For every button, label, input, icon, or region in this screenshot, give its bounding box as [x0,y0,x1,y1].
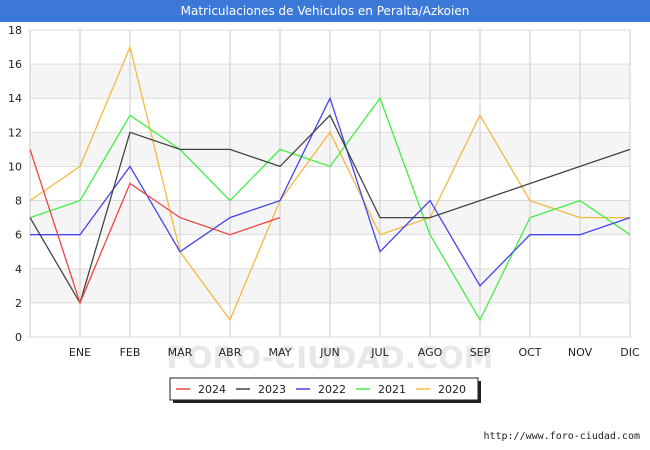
x-tick-jul: JUL [370,346,389,359]
series-line-2024 [29,149,281,305]
series-lines [29,45,631,322]
x-tick-labels: ENE FEB MAR ABR MAY JUN JUL AGO SEP OCT NOV DIC [69,346,640,359]
x-tick-sep: SEP [470,346,491,359]
series-line-2022 [30,96,631,287]
x-tick-dic: DIC [620,346,640,359]
x-tick-jun: JUN [319,346,340,359]
y-tick-0: 0 [15,331,22,344]
x-tick-abr: ABR [219,346,242,359]
legend-label-2024: 2024 [198,383,226,396]
x-tick-feb: FEB [120,346,141,359]
y-tick-14: 14 [8,92,22,105]
legend-label-2020: 2020 [438,383,466,396]
legend-label-2021: 2021 [378,383,406,396]
watermark: FORO-CIUDAD.COM [167,341,494,376]
y-tick-4: 4 [15,263,22,276]
x-tick-mar: MAR [168,346,193,359]
x-tick-oct: OCT [518,346,541,359]
series-line-2021 [29,96,631,322]
series-line-2023 [29,114,631,305]
legend-box [169,377,479,401]
legend-label-2022: 2022 [318,383,346,396]
x-tick-ago: AGO [418,346,443,359]
y-tick-labels: 0 2 4 6 8 10 12 14 16 18 [8,24,22,344]
x-tick-nov: NOV [568,346,593,359]
footer-url: http://www.foro-ciudad.com [483,431,640,442]
y-tick-8: 8 [15,195,22,208]
x-tick-ene: ENE [69,346,91,359]
y-tick-18: 18 [8,24,22,37]
y-tick-12: 12 [8,126,22,139]
y-tick-6: 6 [15,229,22,242]
y-tick-16: 16 [8,58,22,71]
x-tick-may: MAY [269,346,292,359]
y-tick-10: 10 [8,160,22,173]
legend-label-2023: 2023 [258,383,286,396]
legend: 2024 2023 2022 2021 2020 [169,377,481,403]
series-line-2020 [29,45,630,322]
chart-title: Matriculaciones de Vehiculos en Peralta/… [0,0,650,22]
y-tick-2: 2 [15,297,22,310]
